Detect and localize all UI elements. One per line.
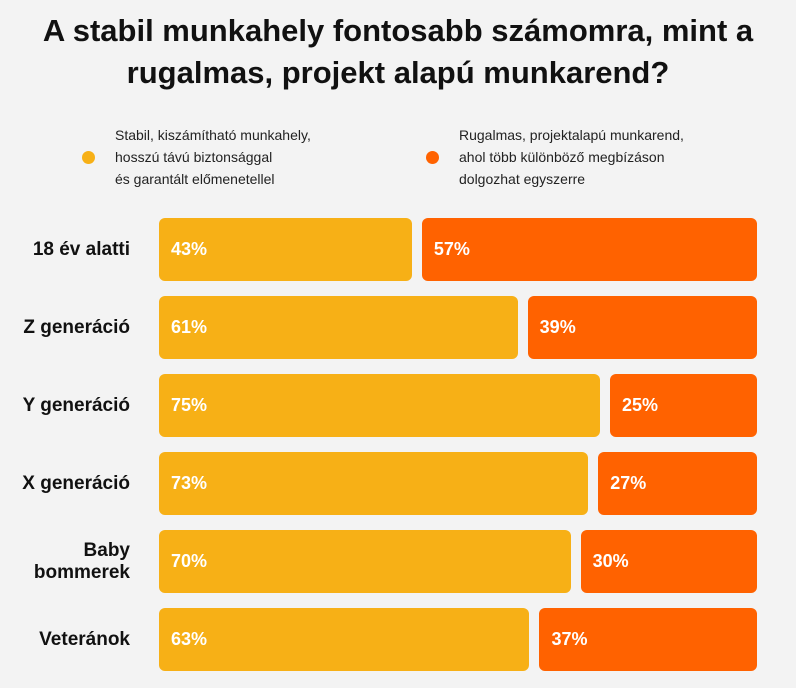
bar-value-label: 61% [171, 317, 208, 337]
legend-item-stable: Stabil, kiszámítható munkahely, hosszú t… [82, 124, 311, 190]
bar-value-label: 25% [622, 395, 659, 415]
bar-value-label: 39% [539, 317, 576, 337]
category-label: 18 év alatti [32, 238, 130, 260]
bar-value-label: 30% [592, 551, 629, 571]
category-label: Z generáció [23, 316, 130, 338]
bar-value-label: 73% [171, 473, 208, 493]
bar-stable: 75% [159, 374, 600, 437]
bar-value-label: 37% [551, 629, 588, 649]
bar-value-label: 75% [171, 395, 208, 415]
category-label: Baby bommerek [33, 539, 130, 583]
bar-value-label: 43% [171, 239, 208, 259]
bar-stable: 43% [159, 218, 412, 281]
category-label: X generáció [22, 472, 130, 494]
legend-dot-flexible [426, 150, 439, 164]
bar-stable: 63% [159, 608, 530, 671]
bar-flexible: 37% [539, 608, 757, 671]
bar-flexible: 27% [598, 452, 757, 515]
category-label: Y generáció [22, 394, 130, 416]
legend-dot-stable [82, 150, 95, 164]
bar-stable: 70% [159, 530, 571, 593]
category-label: Veteránok [39, 628, 130, 650]
bar-value-label: 70% [171, 551, 208, 571]
bar-stable: 73% [159, 452, 589, 515]
bar-flexible: 25% [610, 374, 757, 437]
bar-value-label: 57% [433, 239, 470, 259]
legend-item-flexible: Rugalmas, projektalapú munkarend, ahol t… [426, 124, 684, 190]
bar-flexible: 39% [527, 296, 757, 359]
chart-title: A stabil munkahely fontosabb számomra, m… [42, 13, 754, 90]
legend-label-flexible: Rugalmas, projektalapú munkarend, ahol t… [459, 127, 684, 187]
bar-value-label: 63% [171, 629, 208, 649]
bar-flexible: 30% [580, 530, 757, 593]
bar-flexible: 57% [421, 218, 757, 281]
legend-label-stable: Stabil, kiszámítható munkahely, hosszú t… [115, 127, 311, 187]
bar-stable: 61% [159, 296, 518, 359]
bar-value-label: 27% [610, 473, 647, 493]
